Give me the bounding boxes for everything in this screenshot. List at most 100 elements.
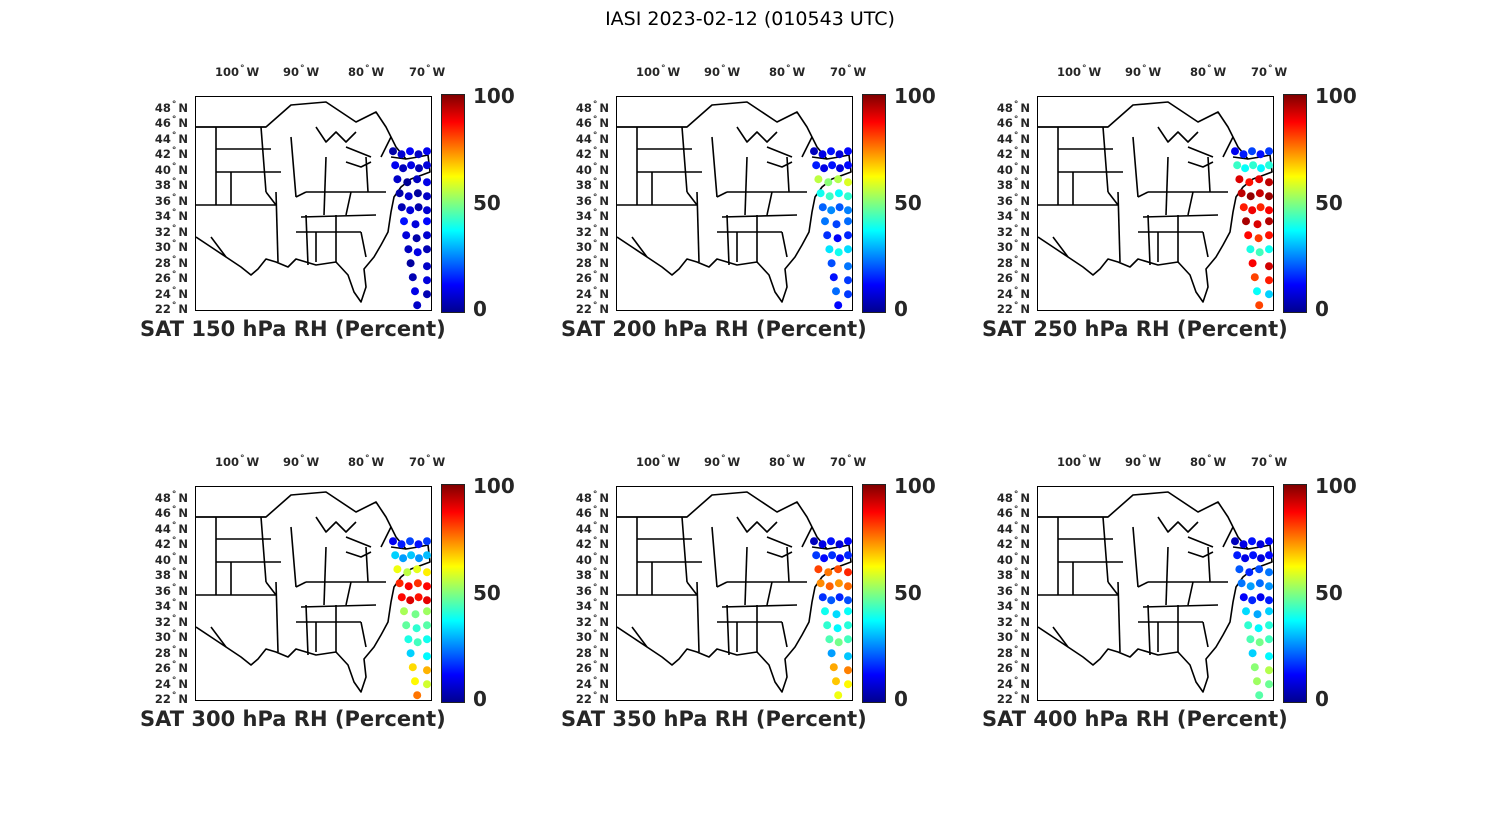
state-border — [1222, 526, 1234, 548]
degree-symbol: ° — [592, 505, 598, 516]
rh-observation-point — [423, 582, 431, 591]
state-border — [315, 516, 357, 533]
rh-observation-point — [423, 568, 431, 577]
hemisphere-label: N — [599, 506, 609, 521]
latitude-value: 44 — [154, 521, 171, 536]
degree-symbol: ° — [1013, 582, 1019, 593]
degree-symbol: ° — [240, 64, 245, 74]
hemisphere-label: W — [1274, 455, 1288, 469]
latitude-label: 22° N — [980, 301, 1030, 317]
rh-observation-point — [1265, 217, 1273, 226]
degree-symbol: ° — [1013, 551, 1019, 562]
state-border — [265, 581, 277, 596]
latitude-label: 22° N — [559, 691, 609, 707]
latitude-label: 36° N — [138, 583, 188, 599]
longitude-value: 70 — [409, 65, 426, 79]
rh-observation-point — [403, 178, 412, 187]
rh-observation-point — [1253, 677, 1261, 686]
rh-observation-point — [400, 607, 408, 616]
rh-observation-point — [821, 607, 829, 616]
degree-symbol: ° — [721, 454, 726, 464]
state-border — [390, 546, 407, 550]
hemisphere-label: N — [1020, 193, 1030, 208]
degree-symbol: ° — [847, 454, 852, 464]
longitude-label: 70° W — [409, 454, 445, 469]
longitude-label: 100° W — [1057, 454, 1101, 469]
rh-observation-point — [1257, 164, 1265, 173]
rh-observation-point — [823, 231, 832, 240]
longitude-value: 100 — [636, 65, 661, 79]
hemisphere-label: N — [178, 537, 188, 552]
rh-observation-point — [814, 175, 823, 184]
state-border — [1187, 161, 1214, 168]
latitude-label: 28° N — [980, 645, 1030, 661]
rh-observation-point — [1244, 621, 1253, 630]
longitude-value: 80 — [769, 455, 786, 469]
rh-observation-point — [832, 220, 841, 229]
us-map — [617, 491, 852, 700]
rh-observation-point — [397, 203, 406, 212]
latitude-value: 36 — [575, 583, 592, 598]
rh-observation-point — [397, 540, 406, 549]
degree-symbol: ° — [592, 675, 598, 686]
latitude-value: 42 — [575, 147, 592, 162]
map-frame — [616, 486, 853, 701]
latitude-label: 30° N — [980, 239, 1030, 255]
colorbar-tick-label: 0 — [1315, 687, 1329, 711]
state-border — [265, 191, 277, 206]
latitude-label: 36° N — [980, 582, 1030, 599]
rh-observation-point — [844, 607, 852, 616]
hemisphere-label: N — [178, 583, 188, 598]
latitude-label: 32° N — [138, 614, 188, 630]
degree-symbol: ° — [592, 192, 598, 203]
rh-observation-point — [1265, 666, 1273, 675]
hemisphere-label: N — [1020, 162, 1030, 177]
longitude-value: 70 — [830, 455, 847, 469]
hemisphere-label: N — [178, 100, 188, 115]
rh-observation-point — [820, 554, 829, 563]
state-border — [210, 626, 227, 648]
latitude-value: 34 — [575, 209, 592, 224]
latitude-value: 22 — [575, 692, 592, 706]
latitude-value: 22 — [154, 692, 171, 706]
longitude-value: 90 — [283, 455, 300, 469]
rh-observation-point — [820, 164, 829, 173]
rh-observation-point — [827, 206, 836, 215]
state-border — [744, 156, 748, 216]
latitude-value: 30 — [575, 240, 592, 255]
hemisphere-label: W — [727, 455, 741, 469]
latitude-label: 36° N — [559, 583, 609, 599]
latitude-value: 26 — [575, 271, 592, 286]
degree-symbol: ° — [365, 454, 370, 464]
rh-observation-point — [395, 189, 404, 198]
colorbar-tick-label: 100 — [894, 474, 936, 498]
map-frame — [1037, 96, 1274, 311]
degree-symbol: ° — [661, 454, 666, 464]
rh-observation-point — [1254, 624, 1263, 633]
latitude-label: 40° N — [559, 552, 609, 568]
longitude-value: 70 — [409, 455, 426, 469]
degree-symbol: ° — [592, 629, 598, 640]
state-border — [295, 191, 307, 198]
longitude-value: 80 — [348, 65, 365, 79]
state-border — [260, 516, 267, 583]
latitude-label: 24° N — [559, 286, 609, 302]
latitude-label: 36° N — [559, 192, 609, 209]
rh-observation-point — [1265, 245, 1273, 254]
degree-symbol: ° — [171, 146, 177, 157]
hemisphere-label: N — [1020, 630, 1030, 645]
state-border — [1038, 491, 1273, 693]
state-border — [786, 156, 790, 193]
rh-observation-point — [844, 178, 852, 187]
longitude-label: 80° W — [1190, 64, 1226, 79]
rh-observation-point — [1257, 554, 1265, 563]
latitude-label: 44° N — [138, 131, 188, 147]
rh-observation-point — [413, 301, 422, 310]
degree-symbol: ° — [1013, 254, 1019, 265]
rh-observation-point — [412, 624, 421, 633]
rh-observation-point — [836, 164, 844, 173]
colorbar-tick-label: 0 — [1315, 297, 1329, 321]
rh-observation-point — [818, 203, 827, 212]
hemisphere-label: W — [853, 65, 867, 79]
degree-symbol: ° — [592, 489, 598, 500]
